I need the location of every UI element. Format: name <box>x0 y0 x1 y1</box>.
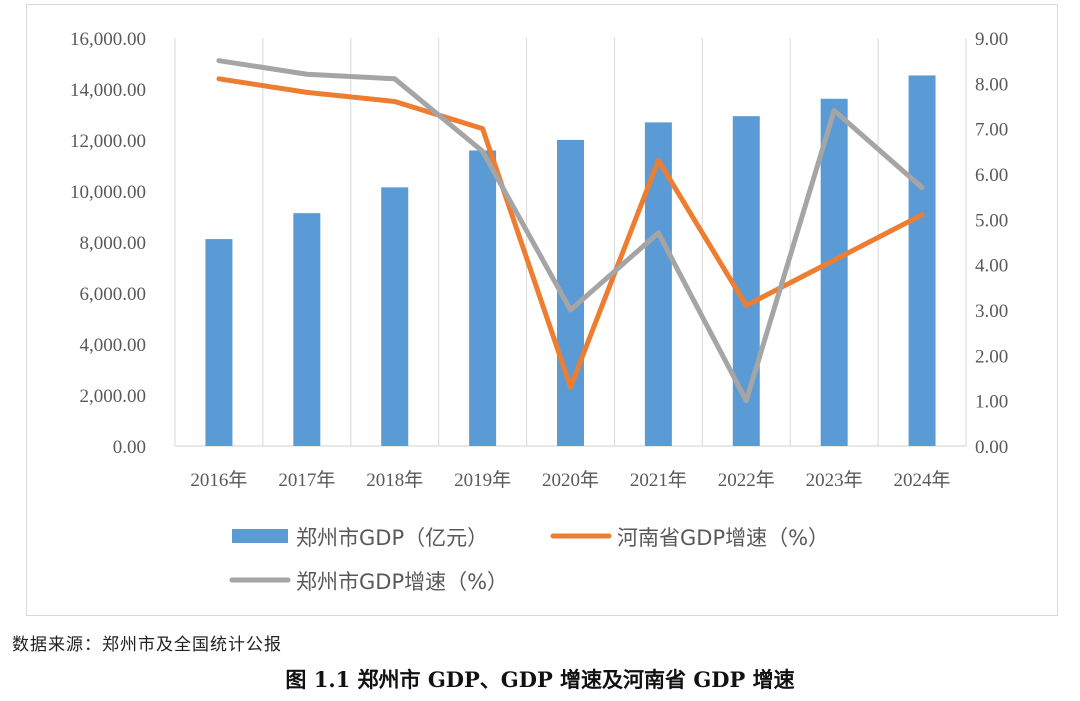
bar-zhengzhou-gdp <box>644 122 672 446</box>
chart: 0.00 2,000.00 4,000.00 6,000.00 8,000.00 10,0… <box>70 29 1008 594</box>
legend-label-zhengzhou: 郑州市GDP增速（%） <box>296 570 508 594</box>
bar-zhengzhou-gdp <box>469 150 497 446</box>
figure-caption: 图 1.1 郑州市 GDP、GDP 增速及河南省 GDP 增速 <box>285 667 795 692</box>
bar-zhengzhou-gdp <box>908 75 936 446</box>
bar-zhengzhou-gdp <box>732 116 760 446</box>
legend-swatch-bar <box>232 529 288 543</box>
y-left-tick-label: 6,000.00 <box>80 284 147 305</box>
y-left-tick-label: 2,000.00 <box>80 386 147 407</box>
legend-label-henan: 河南省GDP增速（%） <box>617 526 829 550</box>
y-right-tick-label: 0.00 <box>975 437 1008 458</box>
x-tick-label: 2023年 <box>806 469 863 491</box>
source-note: 数据来源：郑州市及全国统计公报 <box>12 635 282 655</box>
x-tick-label: 2021年 <box>630 469 687 491</box>
y-right-tick-label: 8.00 <box>975 74 1008 95</box>
bar-zhengzhou-gdp <box>381 187 409 446</box>
x-tick-label: 2024年 <box>894 469 951 491</box>
y-right-tick-label: 1.00 <box>975 392 1008 413</box>
y-right-tick-label: 3.00 <box>975 301 1008 322</box>
y-right-tick-label: 7.00 <box>975 120 1008 141</box>
y-left-tick-label: 4,000.00 <box>80 335 147 356</box>
y-left-tick-label: 0.00 <box>113 437 146 458</box>
y-left-tick-label: 8,000.00 <box>80 233 147 254</box>
x-tick-label: 2019年 <box>454 469 511 491</box>
x-tick-label: 2022年 <box>718 469 775 491</box>
y-left-tick-label: 12,000.00 <box>70 131 146 152</box>
x-tick-label: 2020年 <box>542 469 599 491</box>
y-left-tick-label: 14,000.00 <box>70 80 146 101</box>
y-left-tick-label: 10,000.00 <box>70 182 146 203</box>
x-tick-label: 2018年 <box>366 469 423 491</box>
bar-zhengzhou-gdp <box>293 213 321 446</box>
legend-label-bar: 郑州市GDP（亿元） <box>296 526 488 550</box>
chart-frame <box>26 4 1058 616</box>
y-right-tick-label: 6.00 <box>975 165 1008 186</box>
y-right-tick-label: 4.00 <box>975 256 1008 277</box>
y-right-tick-label: 2.00 <box>975 346 1008 367</box>
y-right-tick-label: 5.00 <box>975 210 1008 231</box>
x-tick-label: 2017年 <box>278 469 335 491</box>
y-right-tick-label: 9.00 <box>975 29 1008 50</box>
bar-zhengzhou-gdp <box>820 98 848 447</box>
x-tick-label: 2016年 <box>190 469 247 491</box>
y-left-tick-label: 16,000.00 <box>70 29 146 50</box>
bar-zhengzhou-gdp <box>205 239 233 446</box>
